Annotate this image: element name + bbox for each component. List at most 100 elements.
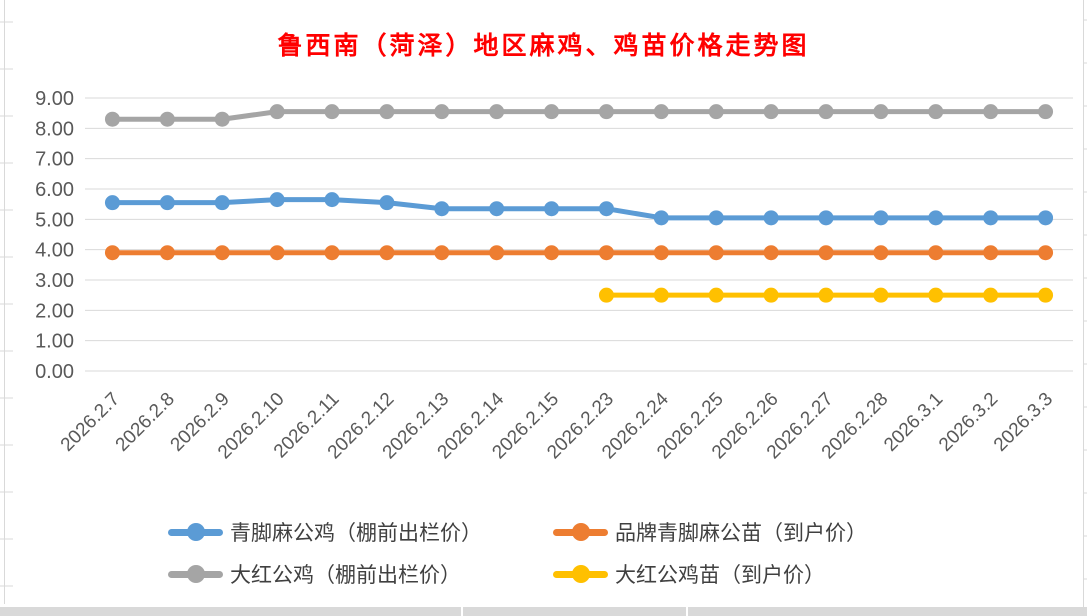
data-point (818, 287, 834, 303)
data-point (818, 245, 834, 261)
x-axis-category-label: 2026.3.2 (935, 389, 1002, 456)
data-point (324, 192, 340, 208)
data-point (104, 111, 120, 127)
y-axis-labels: 0.00 1.00 2.00 3.00 4.00 5.00 6.00 7.00 8.00 9.00 (35, 88, 74, 383)
legend-item-0[interactable]: 青脚麻公鸡（棚前出栏价） (168, 512, 553, 552)
legend-marker-line (168, 523, 223, 541)
chart-title[interactable]: 鲁西南（菏泽）地区麻鸡、鸡苗价格走势图 (277, 33, 810, 60)
legend-item-1[interactable]: 品牌青脚麻公苗（到户价） (553, 512, 867, 552)
gridlines (85, 97, 1073, 372)
y-axis-tick-label: 7.00 (35, 149, 74, 171)
data-point (873, 104, 889, 120)
y-axis-tick-label: 8.00 (35, 118, 74, 140)
data-point (379, 245, 395, 261)
y-axis-tick-label: 6.00 (35, 179, 74, 201)
legend-marker-dot (571, 565, 590, 583)
y-axis-tick-label: 3.00 (35, 270, 74, 292)
y-axis-tick-label: 4.00 (35, 240, 74, 262)
y-axis-tick-label: 0.00 (35, 361, 74, 383)
data-point (763, 287, 779, 303)
data-point (708, 210, 724, 226)
series-0[interactable] (104, 192, 1054, 226)
data-point (708, 245, 724, 261)
series-line-0[interactable] (109, 197, 1049, 221)
legend-label: 大红公鸡（棚前出栏价） (230, 563, 461, 587)
x-axis-category-label: 2026.2.8 (112, 389, 179, 456)
data-point (544, 201, 560, 217)
data-point (983, 245, 999, 261)
data-point (489, 104, 505, 120)
data-point (1038, 287, 1054, 303)
data-point (214, 245, 230, 261)
data-point (269, 104, 285, 120)
legend-marker-line (553, 523, 608, 541)
y-axis-tick-label: 5.00 (35, 209, 74, 231)
data-point (983, 104, 999, 120)
data-point (653, 210, 669, 226)
data-point (269, 192, 285, 208)
legend-label: 品牌青脚麻公苗（到户价） (615, 521, 867, 545)
data-point (928, 104, 944, 120)
data-point (434, 201, 450, 217)
data-point (983, 210, 999, 226)
x-axis-category-label: 2026.3.3 (990, 389, 1057, 456)
legend-item-2[interactable]: 大红公鸡（棚前出栏价） (168, 554, 553, 594)
data-point (544, 245, 560, 261)
data-point (1038, 245, 1054, 261)
data-point (104, 245, 120, 261)
data-point (489, 201, 505, 217)
data-point (269, 245, 285, 261)
data-point (324, 104, 340, 120)
data-point (434, 245, 450, 261)
y-axis-tick-label: 2.00 (35, 300, 74, 322)
series-line-2[interactable] (109, 109, 1049, 122)
data-point (324, 245, 340, 261)
data-point (763, 245, 779, 261)
data-point (544, 104, 560, 120)
x-axis-category-label: 2026.2.7 (57, 389, 124, 456)
data-point (928, 287, 944, 303)
legend-marker-line (168, 565, 223, 583)
data-point (983, 287, 999, 303)
chart-legend[interactable]: 青脚麻公鸡（棚前出栏价） 品牌青脚麻公苗（到户价） 大红公鸡（棚前出栏价） 大红公鸡苗… (168, 512, 867, 594)
legend-item-3[interactable]: 大红公鸡苗（到户价） (553, 554, 867, 594)
data-point (928, 245, 944, 261)
legend-marker-line (553, 565, 608, 583)
data-point (818, 210, 834, 226)
data-point (214, 195, 230, 211)
data-point (379, 195, 395, 211)
legend-marker-dot (571, 523, 590, 541)
data-point (214, 111, 230, 127)
data-point (598, 287, 614, 303)
data-point (159, 111, 175, 127)
data-point (1038, 210, 1054, 226)
data-point (653, 104, 669, 120)
data-point (598, 201, 614, 217)
data-point (873, 245, 889, 261)
data-point (818, 104, 834, 120)
data-point (763, 210, 779, 226)
x-axis-labels: 2026.2.72026.2.82026.2.92026.2.102026.2.… (57, 388, 1057, 463)
data-point (489, 245, 505, 261)
series-1[interactable] (104, 245, 1054, 261)
data-point (159, 245, 175, 261)
data-point (598, 104, 614, 120)
y-axis-tick-label: 9.00 (35, 88, 74, 110)
data-point (763, 104, 779, 120)
series-2[interactable] (104, 104, 1054, 127)
legend-marker-dot (186, 565, 205, 583)
y-axis-tick-label: 1.00 (35, 331, 74, 353)
data-point (653, 287, 669, 303)
data-point (1038, 104, 1054, 120)
x-axis-category-label: 2026.3.1 (880, 389, 947, 456)
series-3[interactable] (598, 287, 1054, 303)
data-point (104, 195, 120, 211)
data-point (598, 245, 614, 261)
data-point (708, 287, 724, 303)
data-point (434, 104, 450, 120)
legend-marker-dot (186, 523, 205, 541)
legend-label: 大红公鸡苗（到户价） (615, 563, 825, 587)
